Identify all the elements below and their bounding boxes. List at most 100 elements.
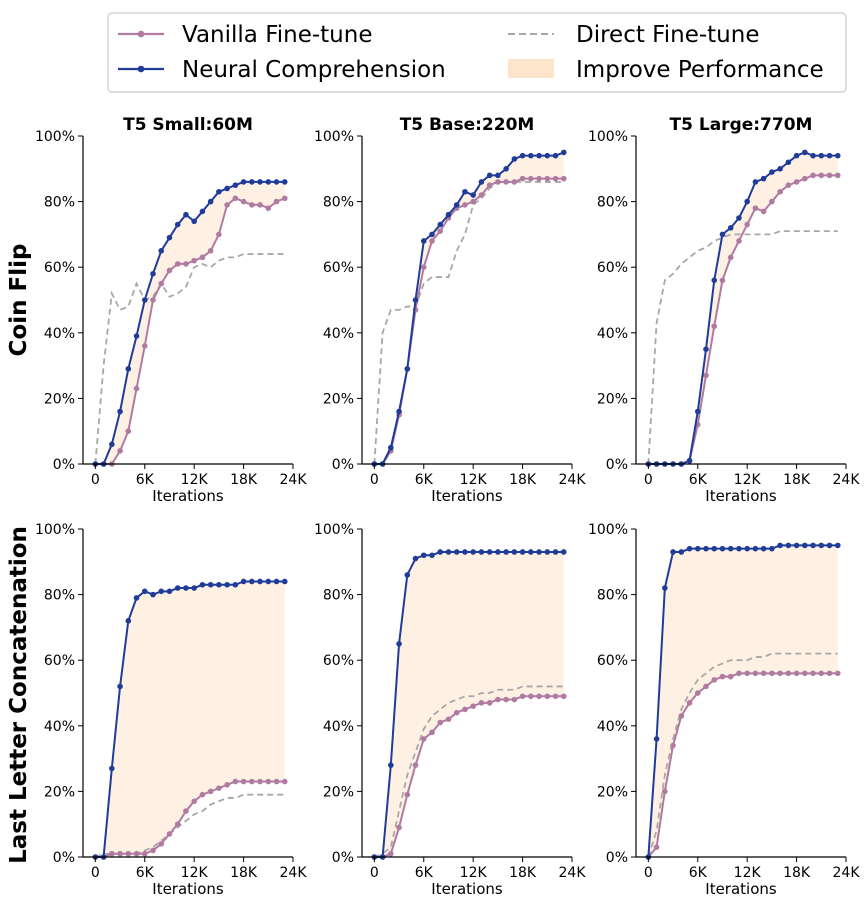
- vanilla-point: [662, 788, 668, 795]
- vanilla-point: [257, 202, 263, 208]
- y-tick-label: 100%: [588, 522, 628, 538]
- legend-vanilla-marker: [137, 30, 145, 38]
- neural-point: [404, 366, 411, 372]
- vanilla-point: [810, 670, 816, 677]
- neural-point: [166, 588, 173, 595]
- improvement-area: [374, 152, 564, 464]
- neural-point: [544, 152, 551, 159]
- vanilla-point: [544, 175, 551, 182]
- vanilla-point: [166, 267, 173, 274]
- vanilla-point: [536, 175, 542, 182]
- direct-finetune-line: [647, 652, 838, 858]
- neural-point: [769, 545, 775, 552]
- vanilla-point: [265, 778, 272, 785]
- neural-point: [777, 542, 783, 549]
- vanilla-point: [711, 323, 718, 330]
- x-tick-label: 24K: [833, 865, 861, 881]
- y-tick-label: 60%: [323, 260, 354, 276]
- y-tick-label: 80%: [323, 195, 354, 211]
- vanilla-point: [117, 448, 123, 454]
- neural-point: [503, 166, 509, 172]
- vanilla-point: [810, 172, 816, 179]
- neural-point: [257, 179, 263, 185]
- neural-point: [125, 366, 132, 372]
- panel-4: 0% 20% 40% 60% 80% 100% 0 6K 12K 18K 24K Iterations: [35, 522, 307, 898]
- neural-point: [150, 270, 156, 277]
- neural-point: [703, 346, 709, 353]
- neural-point: [199, 208, 206, 215]
- vanilla-point: [826, 172, 833, 179]
- vanilla-point: [736, 670, 742, 677]
- neural-point: [719, 545, 726, 552]
- x-axis-label: Iterations: [705, 880, 777, 898]
- vanilla-point: [678, 713, 685, 719]
- legend-entry-direct: Direct Fine-tune: [508, 22, 759, 48]
- neural-point: [760, 175, 767, 182]
- vanilla-point: [802, 670, 808, 677]
- row-label-coin-flip: Coin Flip: [6, 244, 32, 357]
- x-tick-label: 12K: [181, 865, 209, 881]
- improvement-area: [648, 545, 838, 857]
- neural-point: [420, 552, 427, 559]
- y-tick-label: 80%: [597, 195, 628, 211]
- neural-point: [802, 149, 808, 156]
- vanilla-point: [744, 670, 750, 677]
- vanilla-point: [240, 198, 247, 205]
- neural-point: [429, 552, 435, 559]
- neural-point: [752, 179, 759, 185]
- vanilla-point: [199, 254, 206, 261]
- x-tick-label: 12K: [181, 472, 209, 488]
- neural-point: [536, 549, 542, 555]
- neural-point: [810, 152, 816, 159]
- y-tick-label: 40%: [44, 719, 75, 735]
- vanilla-point: [240, 778, 247, 785]
- vanilla-point: [834, 670, 841, 677]
- vanilla-point: [785, 670, 792, 677]
- vanilla-point: [495, 179, 501, 185]
- panel-6: 0% 20% 40% 60% 80% 100% 0 6K 12K 18K 24K Iterations: [588, 522, 860, 898]
- neural-point: [470, 549, 476, 555]
- vanilla-point: [528, 175, 534, 182]
- neural-point: [420, 238, 427, 244]
- direct-finetune-line: [94, 253, 285, 465]
- neural-point: [141, 297, 148, 303]
- neural-point: [495, 172, 501, 179]
- vanilla-point: [826, 670, 833, 677]
- neural-point: [694, 408, 701, 415]
- x-tick-label: 18K: [783, 472, 811, 488]
- neural-point: [694, 545, 701, 552]
- vanilla-point: [802, 175, 808, 182]
- neural-point: [141, 588, 148, 595]
- neural-point: [109, 765, 115, 772]
- neural-point: [240, 179, 247, 185]
- vanilla-point: [174, 261, 181, 267]
- x-tick-label: 12K: [734, 865, 762, 881]
- neural-point: [191, 585, 197, 591]
- panel-title: T5 Large:770M: [670, 115, 813, 135]
- neural-point: [478, 549, 485, 555]
- neural-point: [117, 683, 123, 690]
- neural-point: [777, 166, 783, 172]
- y-tick-label: 0%: [332, 457, 354, 473]
- neural-point: [686, 545, 693, 552]
- neural-point: [486, 549, 493, 555]
- neural-point: [503, 549, 509, 555]
- neural-point: [396, 408, 402, 415]
- legend-vanilla-label: Vanilla Fine-tune: [182, 22, 373, 48]
- vanilla-point: [503, 179, 509, 185]
- vanilla-point: [437, 228, 444, 234]
- y-tick-label: 40%: [323, 719, 354, 735]
- vanilla-point: [429, 238, 435, 244]
- neural-point: [412, 297, 419, 303]
- neural-point: [281, 179, 288, 185]
- x-tick-label: 0: [644, 472, 653, 488]
- legend-improve-label: Improve Performance: [576, 57, 824, 83]
- neural-point: [818, 542, 825, 549]
- x-tick-label: 24K: [559, 472, 587, 488]
- vanilla-point: [552, 175, 559, 182]
- improvement-area: [648, 152, 838, 464]
- vanilla-point: [150, 847, 156, 854]
- vanilla-point: [281, 778, 288, 785]
- vanilla-point: [736, 238, 742, 244]
- x-axis-label: Iterations: [431, 487, 503, 505]
